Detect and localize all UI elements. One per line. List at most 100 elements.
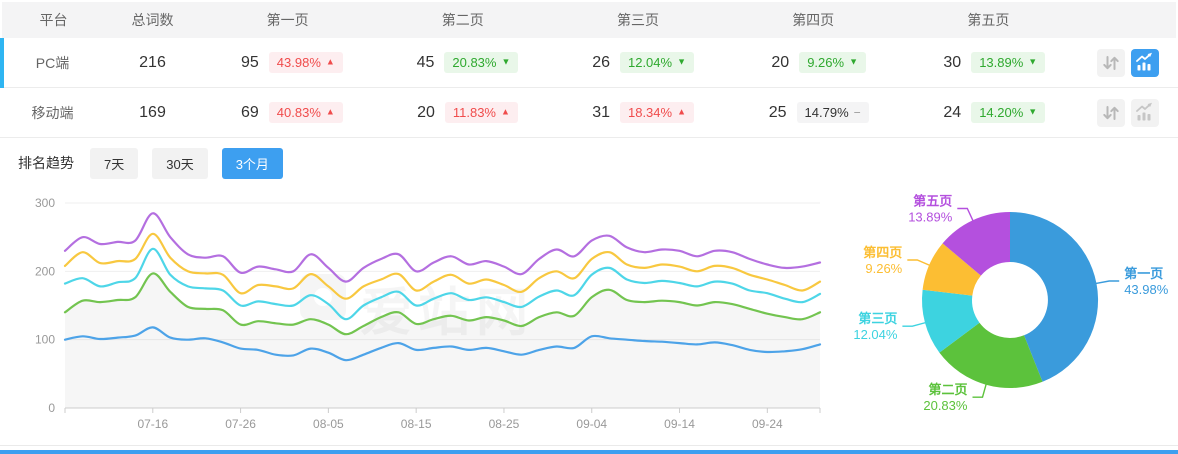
series-line-5 (63, 212, 822, 283)
y-axis-tick-label: 200 (35, 264, 55, 278)
trend-chart-icon (1136, 102, 1152, 120)
show-trend-button[interactable] (1131, 48, 1159, 77)
change-badge-down: 9.26% ▼ (799, 52, 866, 73)
x-axis-tick-label: 07-26 (225, 417, 256, 431)
pie-label-name: 第一页 (1124, 266, 1163, 281)
show-trend-button[interactable] (1131, 98, 1159, 127)
arrow-down-icon: ▼ (849, 56, 858, 67)
arrow-up-icon: ▲ (325, 106, 335, 117)
platform-name: PC端 (35, 54, 70, 71)
page-5-cell: 30 13.89% ▼ (902, 52, 1078, 73)
pie-label-name: 第二页 (928, 382, 967, 397)
trend-chart-icon (1136, 52, 1152, 70)
page-1-cell: 69 40.83% ▲ (200, 102, 376, 123)
arrow-up-icon: ▲ (325, 56, 335, 67)
pie-slice-3[interactable] (921, 289, 980, 353)
change-percent: 40.83% (276, 105, 321, 120)
pie-label-name: 第五页 (913, 193, 952, 208)
pie-label-percent: 12.04% (853, 327, 898, 342)
page-4-cell: 25 14.79% − (727, 102, 903, 123)
keyword-count: 20 (771, 53, 790, 71)
pie-label-leader (902, 321, 927, 327)
x-axis-tick-label: 08-05 (313, 417, 344, 431)
x-axis-tick-label: 08-15 (401, 417, 432, 431)
y-axis-tick-label: 300 (35, 196, 55, 210)
change-badge-down: 13.89% ▼ (971, 52, 1046, 73)
change-badge-up: 11.83% ▲ (444, 102, 518, 123)
series-line-3 (63, 247, 822, 321)
arrow-down-icon: ▼ (1028, 56, 1038, 67)
tab-3m[interactable]: 3个月 (221, 147, 283, 179)
keyword-count: 31 (592, 103, 610, 121)
pie-slice-2[interactable] (939, 322, 1043, 389)
y-axis-tick-label: 100 (35, 333, 55, 347)
column-header-1: 平台 (39, 12, 68, 28)
change-badge-up: 40.83% ▲ (268, 102, 343, 123)
keyword-count: 24 (943, 103, 962, 121)
swap-vertical-icon (1103, 55, 1119, 70)
pie-label-percent: 43.98% (1124, 282, 1169, 297)
x-axis-tick-label: 09-14 (664, 417, 695, 431)
pie-slice-5[interactable] (942, 212, 1010, 276)
bottom-divider (0, 445, 1178, 454)
tab-7d[interactable]: 7天 (90, 147, 139, 179)
total-keywords: 169 (139, 103, 166, 121)
pie-label-leader (1095, 280, 1120, 285)
table-header: 平台 总词数 第一页 第二页 第三页 第四页 第五页 (2, 2, 1176, 38)
arrow-up-icon: ▲ (677, 106, 686, 117)
pie-slice-4[interactable] (922, 243, 981, 296)
change-badge-down: 14.20% ▼ (971, 102, 1046, 123)
column-header-2: 总词数 (131, 12, 174, 28)
y-axis-tick-label: 0 (48, 401, 55, 415)
keyword-count: 69 (240, 103, 259, 121)
dash-icon: − (853, 105, 861, 119)
pie-label-name: 第四页 (863, 245, 902, 260)
table-row-mobile[interactable]: 移动端 169 69 40.83% ▲ 20 11.83% ▲ 31 18.34% ▲ 25 14.79… (0, 88, 1178, 138)
change-percent: 43.98% (276, 55, 321, 70)
tab-30d[interactable]: 30天 (152, 147, 208, 179)
page-1-cell: 95 43.98% ▲ (200, 52, 376, 73)
pie-label-percent: 9.26% (865, 261, 902, 276)
sort-button[interactable] (1097, 98, 1125, 127)
column-header-6: 第四页 (792, 12, 835, 28)
trend-section-toolbar: 排名趋势 7天 30天 3个月 (0, 138, 1178, 188)
keyword-count: 95 (240, 53, 259, 71)
bottom-accent-bar (0, 450, 1178, 454)
change-badge-flat: 14.79% − (796, 102, 869, 123)
keyword-count: 20 (417, 103, 435, 121)
arrow-down-icon: ▼ (677, 56, 686, 67)
row-actions (1078, 98, 1178, 127)
column-header-4: 第二页 (441, 12, 484, 28)
table-body: PC端 216 95 43.98% ▲ 45 20.83% ▼ 26 12.04% ▼ 20 9.26%… (0, 38, 1178, 138)
keyword-count: 26 (592, 53, 610, 71)
change-percent: 20.83% (452, 55, 497, 70)
total-keywords: 216 (139, 53, 166, 71)
page-3-cell: 31 18.34% ▲ (551, 102, 727, 123)
page-2-cell: 20 11.83% ▲ (376, 102, 552, 123)
trend-range-tabs: 7天 30天 3个月 (90, 147, 283, 179)
sort-button[interactable] (1097, 48, 1125, 77)
x-axis-tick-label: 07-16 (137, 417, 168, 431)
change-badge-down: 12.04% ▼ (619, 52, 694, 73)
platform-name: 移动端 (31, 104, 74, 121)
pie-label-percent: 13.89% (908, 209, 953, 224)
change-badge-up: 43.98% ▲ (268, 52, 343, 73)
change-percent: 13.89% (979, 55, 1024, 70)
table-row-pc[interactable]: PC端 216 95 43.98% ▲ 45 20.83% ▼ 26 12.04% ▼ 20 9.26%… (0, 38, 1178, 88)
change-badge-up: 18.34% ▲ (619, 102, 694, 123)
section-title: 排名趋势 (18, 155, 74, 171)
charts-row: 0 100 200 300 爱站网 07-16 07-26 08-05 08-15 08-25 09… (0, 188, 1178, 445)
x-axis-tick-label: 08-25 (489, 417, 520, 431)
arrow-up-icon: ▲ (501, 106, 510, 117)
page-5-cell: 24 14.20% ▼ (902, 102, 1078, 123)
keyword-count: 25 (768, 103, 787, 121)
pie-slice-1[interactable] (1010, 211, 1099, 382)
pie-label-name: 第三页 (858, 311, 897, 326)
pie-label-leader (957, 207, 974, 222)
change-percent: 14.20% (979, 105, 1024, 120)
series-line-2 (63, 272, 822, 336)
change-badge-down: 20.83% ▼ (444, 52, 519, 73)
change-percent: 12.04% (627, 55, 673, 70)
